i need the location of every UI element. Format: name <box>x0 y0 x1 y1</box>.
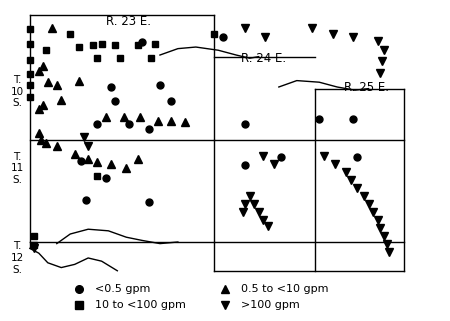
Text: R. 23 E.: R. 23 E. <box>106 15 151 28</box>
Text: T.
10
S.: T. 10 S. <box>11 75 24 108</box>
Text: R. 25 E.: R. 25 E. <box>344 81 389 94</box>
Text: T.
11
S.: T. 11 S. <box>11 152 24 185</box>
Text: 10 to <100 gpm: 10 to <100 gpm <box>95 300 186 310</box>
Text: R. 24 E.: R. 24 E. <box>241 52 286 65</box>
Text: <0.5 gpm: <0.5 gpm <box>95 284 150 294</box>
Text: T.
12
S.: T. 12 S. <box>11 241 24 274</box>
Text: 0.5 to <10 gpm: 0.5 to <10 gpm <box>241 284 328 294</box>
Text: >100 gpm: >100 gpm <box>241 300 299 310</box>
